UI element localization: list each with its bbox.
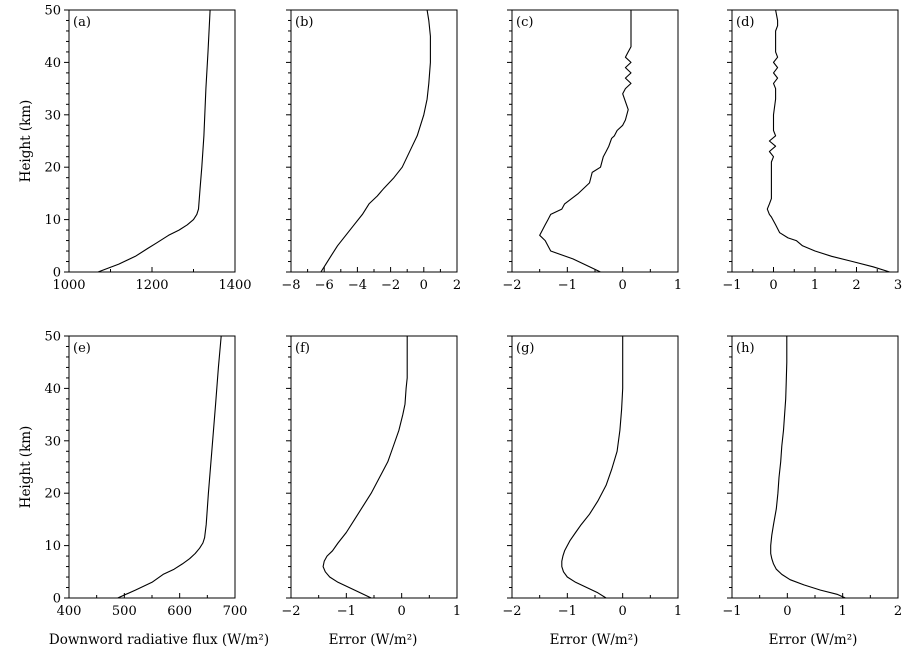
x-tick-label: −2 <box>281 604 300 619</box>
y-tick-label: 0 <box>53 266 61 281</box>
plot-frame <box>731 9 899 273</box>
y-tick-label: 30 <box>44 434 61 449</box>
y-tick-label: 20 <box>44 161 61 176</box>
series-line <box>320 9 431 273</box>
panel-label: (g) <box>516 341 534 356</box>
x-tick-label: 500 <box>112 604 137 619</box>
series-line <box>97 9 211 273</box>
x-tick-label: 700 <box>223 604 248 619</box>
panel-label: (a) <box>73 15 91 30</box>
x-tick-label: 0 <box>769 278 777 293</box>
plot-frame <box>290 9 458 273</box>
x-tick-label: 3 <box>894 278 902 293</box>
panel-label: (b) <box>295 15 313 30</box>
x-tick-label: 1000 <box>52 278 85 293</box>
series-line <box>766 9 890 273</box>
x-tick-label: 600 <box>167 604 192 619</box>
panel-4: −1 0 1 2 3 (d) <box>722 9 902 293</box>
x-axis-title-e: Downword radiative flux (W/m²) <box>49 632 269 648</box>
x-axis-title-g: Error (W/m²) <box>550 632 639 648</box>
x-tick-label: 1 <box>674 278 682 293</box>
plot-frame <box>511 335 679 599</box>
x-tick-label: 1 <box>453 604 461 619</box>
series-line <box>561 336 624 599</box>
x-tick-label: 1400 <box>218 278 251 293</box>
panel-5: 400 500 600 700 0 10 20 30 40 50 (e) <box>44 330 247 620</box>
x-tick-label: −2 <box>502 604 521 619</box>
y-tick-label: 20 <box>44 487 61 502</box>
panel-label: (h) <box>736 341 755 356</box>
y-tick-label: 40 <box>44 382 61 397</box>
x-tick-label: −4 <box>348 278 367 293</box>
plot-frame <box>731 335 899 599</box>
x-tick-label: 1 <box>839 604 847 619</box>
y-tick-label: 10 <box>44 213 61 228</box>
series-line <box>322 336 408 599</box>
series-line <box>539 10 632 273</box>
series-line <box>770 336 846 599</box>
x-tick-label: −8 <box>281 278 300 293</box>
x-tick-label: 2 <box>894 604 902 619</box>
y-axis-title-bottom: Height (km) <box>18 426 34 509</box>
x-tick-label: 0 <box>398 604 406 619</box>
x-tick-label: 1 <box>674 604 682 619</box>
x-tick-label: −1 <box>722 278 741 293</box>
x-tick-label: −2 <box>502 278 521 293</box>
x-tick-label: −1 <box>558 278 577 293</box>
panel-label: (c) <box>516 15 533 30</box>
y-tick-label: 0 <box>53 592 61 607</box>
x-axis-title-h: Error (W/m²) <box>769 632 858 648</box>
x-tick-label: 400 <box>57 604 82 619</box>
panel-label: (e) <box>73 341 91 356</box>
panel-6: −2 −1 0 1 (f) <box>281 335 461 619</box>
y-tick-label: 50 <box>44 330 61 345</box>
x-tick-label: −2 <box>381 278 400 293</box>
x-tick-label: 2 <box>453 278 461 293</box>
x-tick-label: 0 <box>783 604 791 619</box>
panel-8: −1 0 1 2 (h) <box>722 335 902 619</box>
x-tick-label: −1 <box>337 604 356 619</box>
x-tick-label: −1 <box>722 604 741 619</box>
panel-label: (f) <box>295 341 310 356</box>
panel-2: −8 −6 −4 −2 0 2 (b) <box>281 9 461 293</box>
x-tick-label: −6 <box>315 278 334 293</box>
panel-1: 1000 1200 1400 0 10 20 30 40 50 (a) <box>44 4 251 294</box>
x-axis-title-f: Error (W/m²) <box>329 632 418 648</box>
plot-frame <box>68 9 236 273</box>
y-tick-label: 10 <box>44 539 61 554</box>
x-tick-label: 2 <box>852 278 860 293</box>
y-tick-label: 30 <box>44 108 61 123</box>
y-tick-label: 40 <box>44 56 61 71</box>
series-line <box>117 335 222 599</box>
x-tick-label: 1200 <box>135 278 168 293</box>
y-axis-title-top: Height (km) <box>18 100 34 183</box>
x-tick-label: 1 <box>811 278 819 293</box>
x-tick-label: 0 <box>619 604 627 619</box>
x-tick-label: −1 <box>558 604 577 619</box>
plot-frame <box>511 9 679 273</box>
x-tick-label: 0 <box>420 278 428 293</box>
x-tick-label: 0 <box>619 278 627 293</box>
y-tick-label: 50 <box>44 4 61 19</box>
panel-label: (d) <box>736 15 754 30</box>
panel-3: −2 −1 0 1 (c) <box>502 9 682 293</box>
panel-7: −2 −1 0 1 (g) <box>502 335 682 619</box>
plot-frame <box>290 335 458 599</box>
